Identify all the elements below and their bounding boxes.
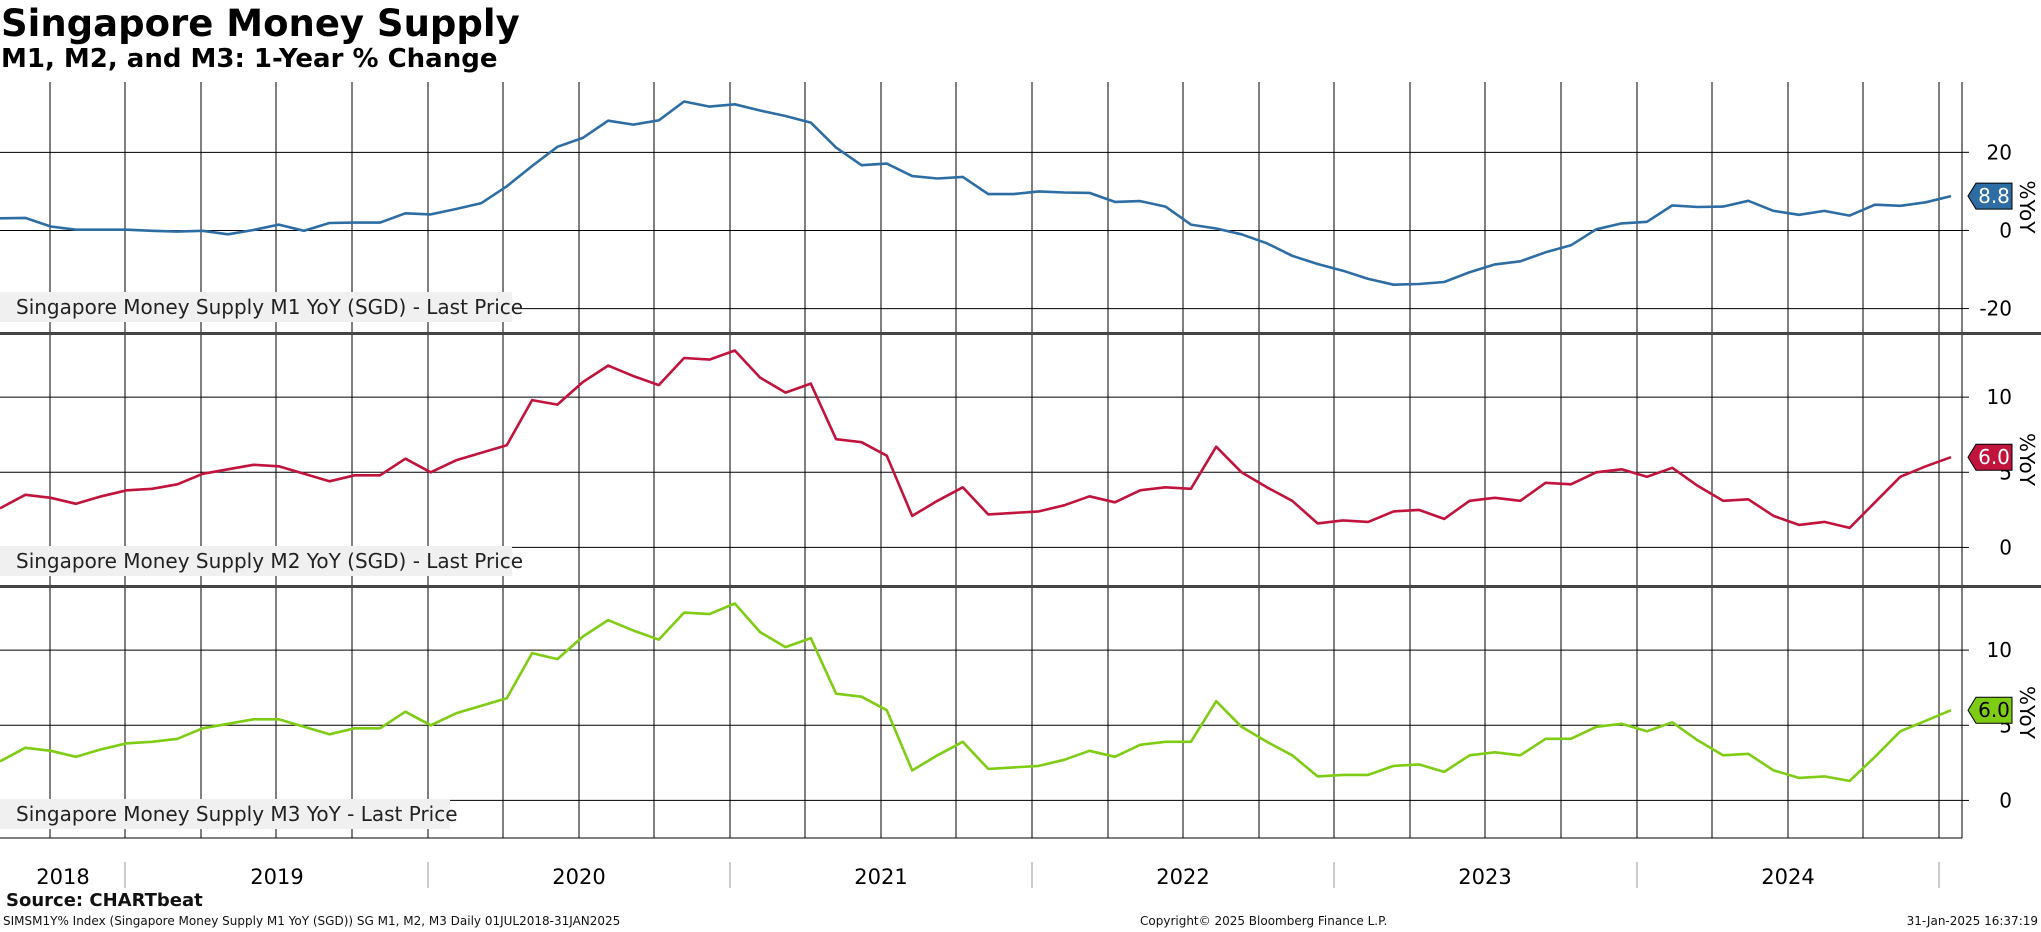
x-tick-label: 2023 xyxy=(1458,865,1511,889)
x-tick-label: 2020 xyxy=(552,865,605,889)
series-line-3 xyxy=(0,602,1952,783)
source-note: Source: CHARTbeat xyxy=(6,890,203,911)
last-value-badge xyxy=(1967,443,2013,471)
x-tick-label: 2022 xyxy=(1156,865,1209,889)
legend-m3: Singapore Money Supply M3 YoY - Last Pri… xyxy=(0,799,458,829)
y-tick-label: 0 xyxy=(1999,218,2012,242)
y-tick-label: -20 xyxy=(1979,297,2012,321)
panel-separator xyxy=(0,585,2041,588)
chart-subtitle: M1, M2, and M3: 1-Year % Change xyxy=(1,44,498,74)
x-tick-label: 2019 xyxy=(250,865,303,889)
x-tick-label: 2024 xyxy=(1761,865,1814,889)
legend-label-m1: Singapore Money Supply M1 YoY (SGD) - La… xyxy=(16,295,524,319)
x-tick-label: 2018 xyxy=(36,865,89,889)
legend-m2: Singapore Money Supply M2 YoY (SGD) - La… xyxy=(0,546,523,576)
legend-label-m3: Singapore Money Supply M3 YoY - Last Pri… xyxy=(16,802,458,826)
footer-index-info: SIMSM1Y% Index (Singapore Money Supply M… xyxy=(3,914,621,928)
last-value-label: 6.0 xyxy=(1978,698,2010,722)
last-value-badge xyxy=(1967,182,2013,210)
series-line-2 xyxy=(0,349,1952,530)
footer-timestamp: 31-Jan-2025 16:37:19 xyxy=(1906,914,2038,928)
legend-label-m2: Singapore Money Supply M2 YoY (SGD) - La… xyxy=(16,549,524,573)
last-value-label: 8.8 xyxy=(1978,184,2010,208)
panel-separator xyxy=(0,332,2041,335)
series-line-1 xyxy=(0,100,1952,287)
legend-m1: Singapore Money Supply M1 YoY (SGD) - La… xyxy=(0,292,523,322)
last-value-label: 6.0 xyxy=(1978,445,2010,469)
y-axis-label: %YoY xyxy=(2015,433,2039,487)
x-tick-label: 2021 xyxy=(854,865,907,889)
y-axis-label: %YoY xyxy=(2015,686,2039,740)
chart-title: Singapore Money Supply xyxy=(1,2,520,45)
y-tick-label: 10 xyxy=(1987,385,2012,409)
y-axis-label: %YoY xyxy=(2015,180,2039,234)
y-tick-label: 10 xyxy=(1987,638,2012,662)
footer-copyright: Copyright© 2025 Bloomberg Finance L.P. xyxy=(1140,914,1388,928)
x-axis: 2018 2019 2020 2021 2022 2023 2024 xyxy=(36,862,1940,889)
y-tick-label: 20 xyxy=(1987,140,2012,164)
y-tick-label: 0 xyxy=(1999,788,2012,812)
y-tick-label: 0 xyxy=(1999,535,2012,559)
last-value-badge xyxy=(1967,696,2013,724)
